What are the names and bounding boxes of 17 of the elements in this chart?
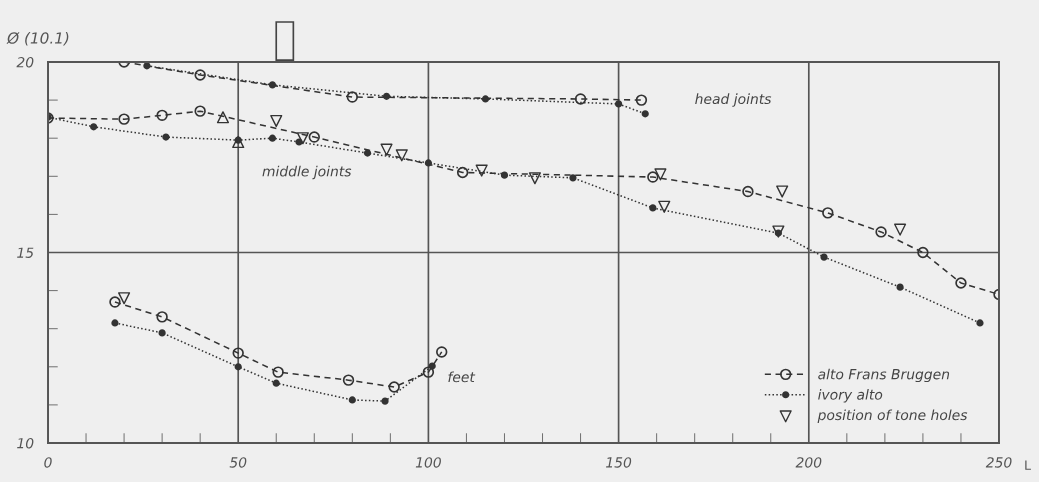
legend-label: alto Frans Bruggen xyxy=(818,368,950,383)
chart-title: Ø (10.1) xyxy=(6,31,69,46)
y-tick-label: 20 xyxy=(16,56,34,68)
x-tick-label: 0 xyxy=(44,457,52,468)
x-tick-label: 200 xyxy=(795,457,822,468)
x-tick-label: 50 xyxy=(229,457,247,468)
annotation: head joints xyxy=(695,93,772,107)
annotation: middle joints xyxy=(262,165,352,180)
y-tick-label: 15 xyxy=(17,247,34,258)
x-tick-label: 100 xyxy=(415,457,441,468)
annotation: feet xyxy=(448,371,476,383)
y-tick-label: 10 xyxy=(17,437,34,449)
x-tick-label: 150 xyxy=(606,457,632,468)
x-tick-label: 250 xyxy=(985,457,1012,468)
x-axis-title: L xyxy=(1025,460,1031,470)
legend-label: ivory alto xyxy=(818,389,883,403)
legend-label: position of tone holes xyxy=(817,409,968,423)
